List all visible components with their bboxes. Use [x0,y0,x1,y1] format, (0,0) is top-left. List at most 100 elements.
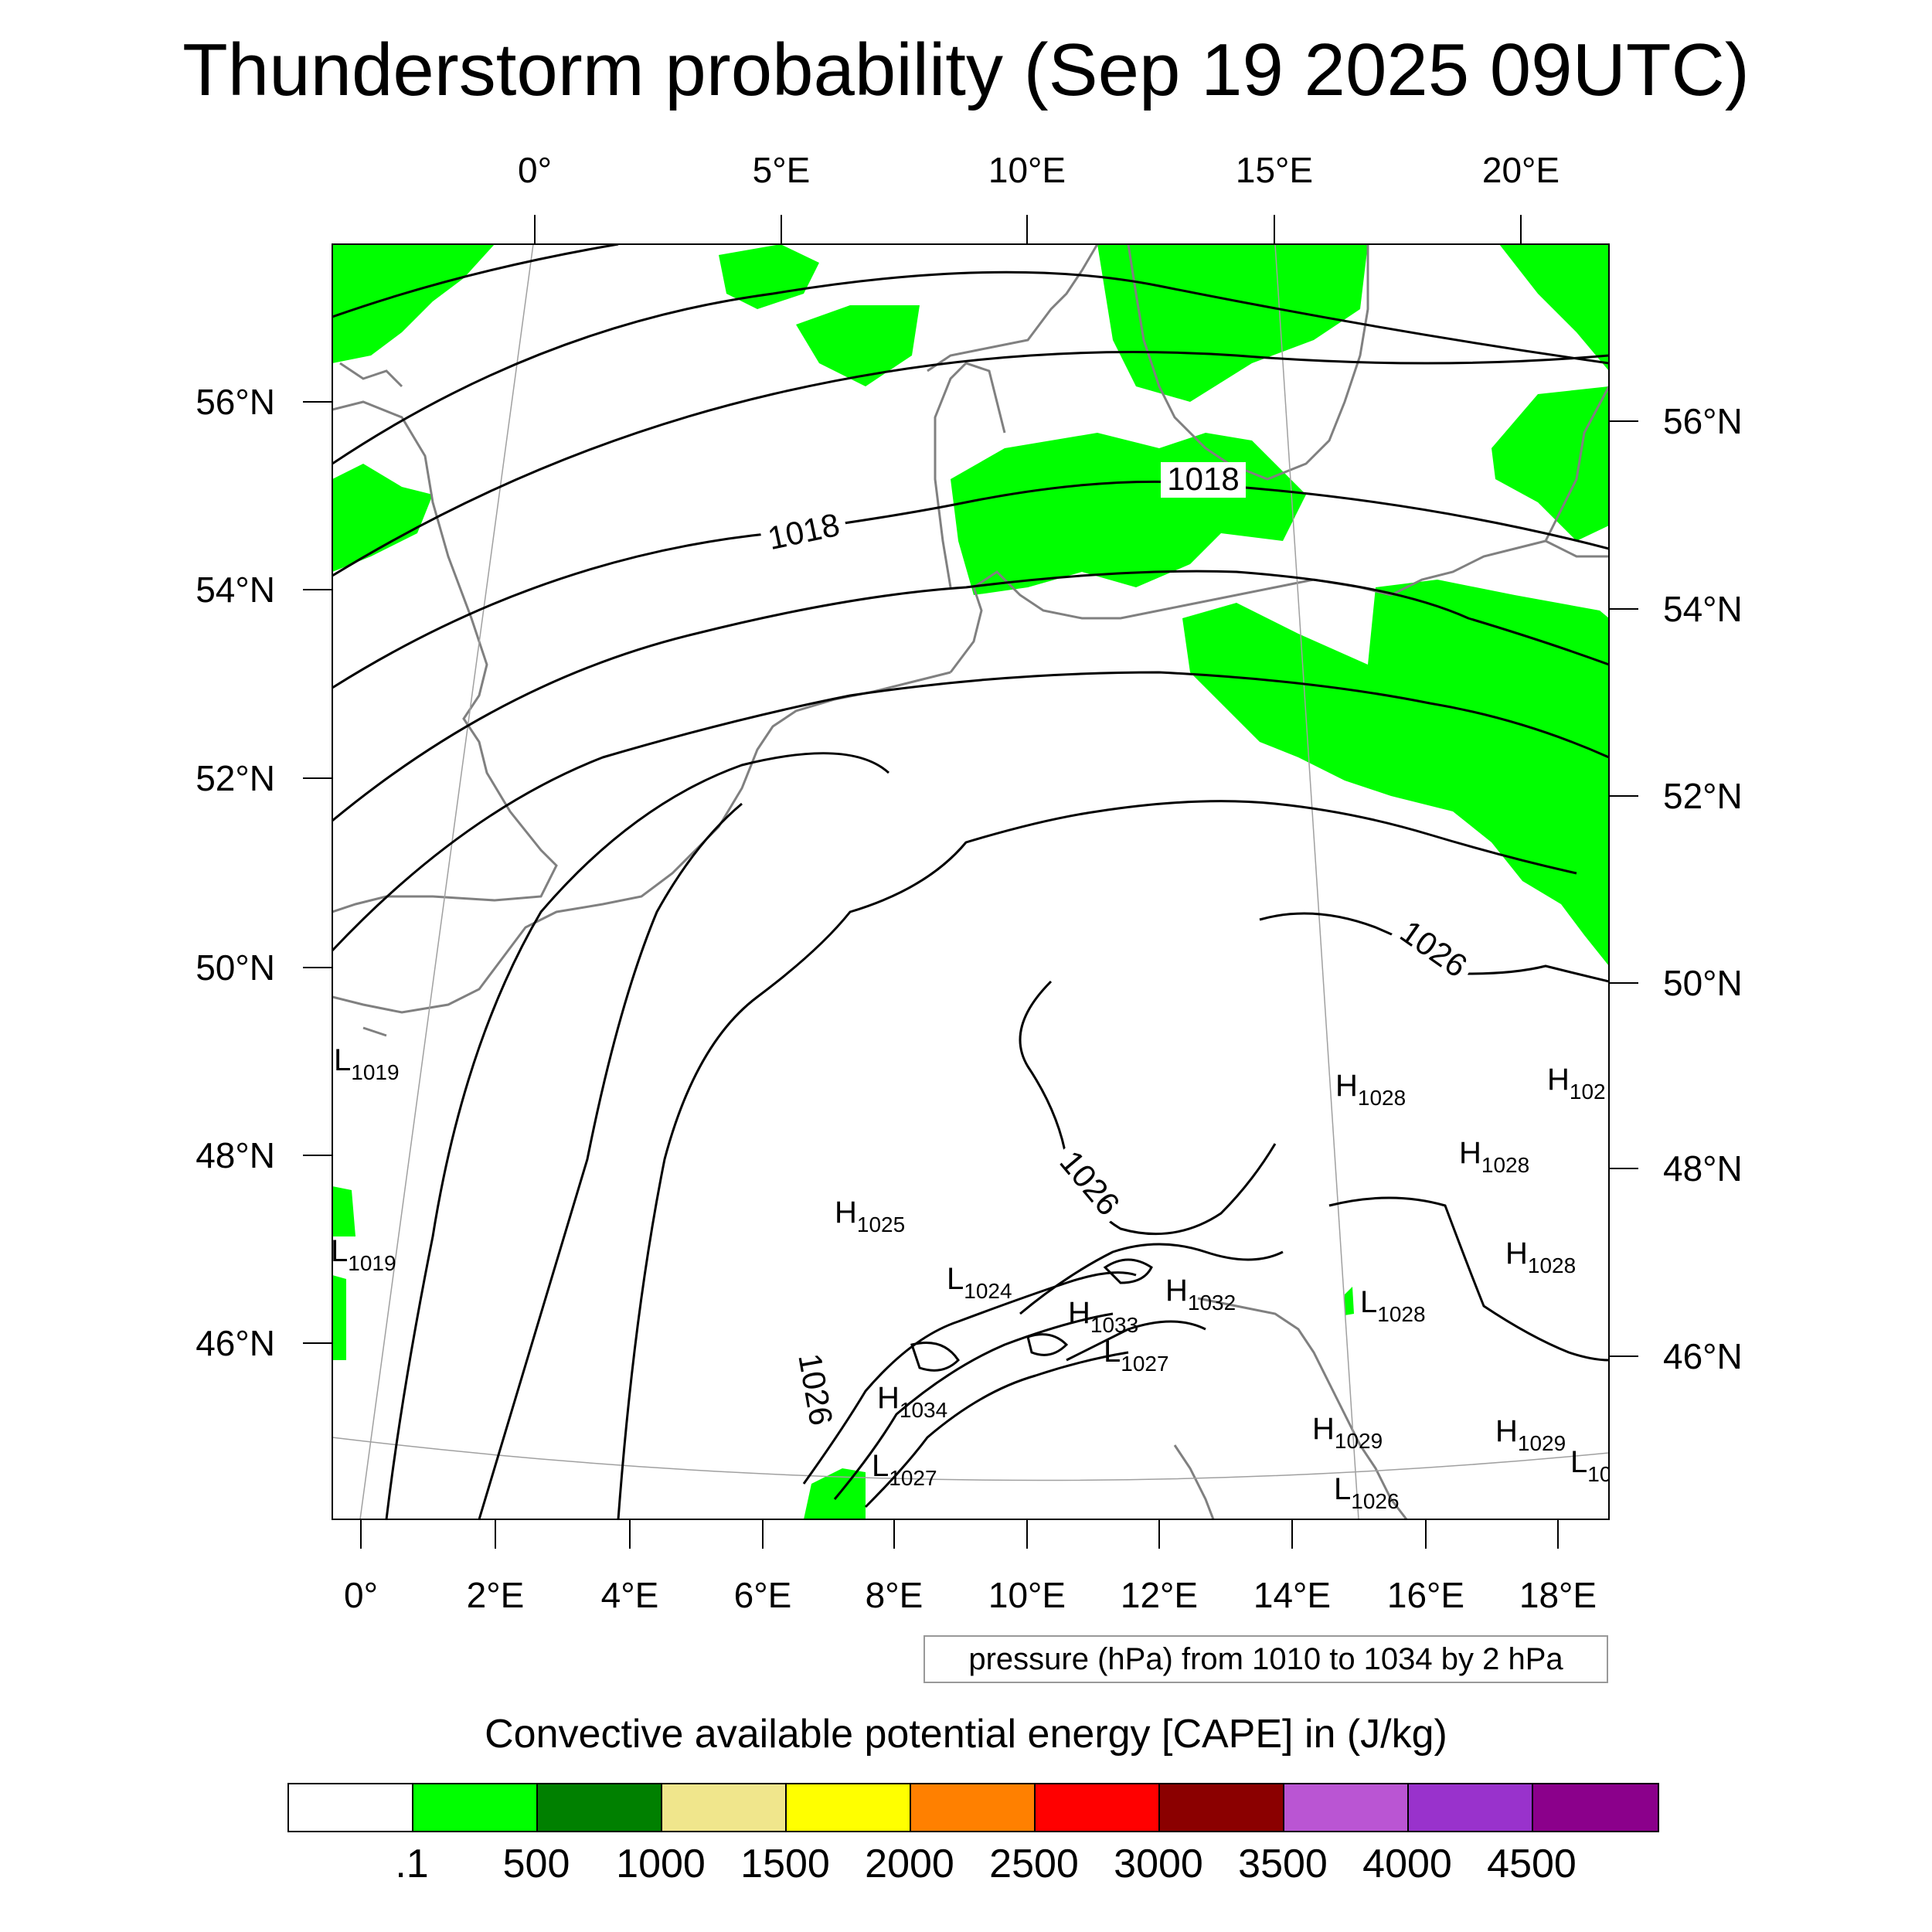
top-lon-label-0: 0° [518,150,552,190]
colorbar-box-0 [289,1784,413,1831]
coast-britain [332,400,558,913]
center-high-1028-b: H1028 [1459,1136,1529,1177]
coast-germany-north [949,570,1315,673]
bottom-lon-label-18e: 18°E [1519,1575,1597,1615]
coast-france-north [332,849,697,1014]
cape-area-sweden [1097,244,1368,402]
colorbar-tick-label: 1000 [616,1842,706,1886]
isobar-alps-closed-1 [1103,1258,1153,1284]
colorbar-box-7 [1160,1784,1284,1831]
graticule-lon-15e [1274,244,1359,1519]
bottom-lon-label-8e: 8°E [866,1575,923,1615]
pressure-info-box: pressure (hPa) from 1010 to 1034 by 2 hP… [923,1635,1608,1683]
center-high-1034: H1034 [877,1381,947,1422]
left-lat-label-52n: 52°N [196,758,275,798]
right-lat-axis: 56°N 54°N 52°N 50°N 48°N 46°N [1609,401,1743,1376]
isobar-alps-3 [864,1351,1129,1509]
isobar-1 [332,244,619,318]
colorbar-box-8 [1284,1784,1409,1831]
coast-baltic-states [1544,386,1609,542]
right-lat-label-48n: 48°N [1663,1148,1743,1189]
colorbar-tick-label: .1 [395,1842,429,1886]
colorbar-tick-label: 3500 [1238,1842,1328,1886]
map-frame [332,243,1610,1520]
cape-area-baltic-north [1499,244,1609,371]
center-high-1025: H1025 [835,1196,905,1236]
center-high-1033: H1033 [1068,1296,1138,1337]
top-lon-label-15e: 15°E [1236,150,1313,190]
center-low-1019-b: L1019 [331,1234,396,1275]
isobar-alps-4 [1019,1243,1284,1315]
graticule-lines [332,244,1609,1519]
right-lat-label-46n: 46°N [1663,1336,1743,1376]
colorbar-tick-label: 4000 [1362,1842,1452,1886]
coast-italy-north [1173,1444,1215,1519]
center-low-1019-a: L1019 [334,1043,400,1084]
right-lat-label-56n: 56°N [1663,401,1743,441]
right-lat-label-54n: 54°N [1663,589,1743,629]
top-lon-label-20e: 20°E [1482,150,1560,190]
left-lat-label-54n: 54°N [196,570,275,610]
bottom-lon-axis: 0° 2°E 4°E 6°E 8°E 10°E 12°E 14°E 16°E 1… [344,1519,1597,1615]
bottom-lon-label-12e: 12°E [1121,1575,1198,1615]
center-high-1029-a: H1029 [1312,1412,1383,1453]
isobar-east [1328,1196,1609,1362]
top-lon-label-5e: 5°E [753,150,811,190]
center-low-10: L10 [1570,1445,1611,1486]
coast-channel-islands [362,1026,387,1037]
right-lat-label-52n: 52°N [1663,776,1743,816]
isobar-4-1018 [332,480,1609,689]
isobar-5 [332,570,1609,822]
cape-area-north-sea [332,244,495,363]
isobar-2 [332,270,1609,465]
colorbar-box-2 [538,1784,662,1831]
colorbar-box-9 [1409,1784,1533,1831]
center-low-1027-b: L1027 [872,1449,937,1490]
center-low-1028: L1028 [1360,1285,1426,1326]
cape-area-norway-coast [796,305,920,386]
colorbar-tick-label: 4500 [1487,1842,1577,1886]
cape-area-west-edge [332,1186,355,1236]
coast-jutland [934,362,1006,588]
map-title: Thunderstorm probability (Sep 19 2025 09… [182,29,1750,111]
colorbar [287,1783,1659,1832]
colorbar-tick-label: 500 [502,1842,570,1886]
coast-adriatic [1197,1297,1408,1519]
bottom-lon-label-6e: 6°E [734,1575,792,1615]
top-lon-axis: 0° 5°E 10°E 15°E 20°E [518,150,1560,244]
isobar-alps-closed-3 [1026,1333,1069,1356]
isobars [332,244,1609,1519]
center-high-1029-b: H1029 [1495,1414,1566,1455]
graticule-lat-45n [332,1437,1609,1481]
colorbar-box-3 [662,1784,787,1831]
contour-label-1018-east: 1018 [1167,461,1239,497]
colorbar-tick-label: 2000 [865,1842,954,1886]
center-low-1024: L1024 [947,1262,1012,1303]
left-lat-label-50n: 50°N [196,947,275,988]
isobar-alps-1 [802,1271,1137,1485]
colorbar-tick-label: 2500 [989,1842,1079,1886]
cape-area-west-edge-2 [332,1275,346,1360]
left-lat-label-46n: 46°N [196,1323,275,1363]
colorbar-box-1 [413,1784,538,1831]
isobar-3 [332,351,1609,577]
bottom-lon-label-0: 0° [344,1575,378,1615]
center-high-1032: H1032 [1165,1274,1236,1315]
center-high-1028-c: H1028 [1505,1236,1576,1277]
center-high-102: H102 [1547,1063,1606,1104]
bottom-lon-label-10e: 10°E [988,1575,1066,1615]
cape-area-poland [1182,580,1609,966]
cape-area-skagerrak [719,244,819,309]
isobar-1026-a [617,800,1577,1519]
isobar-8 [478,802,743,1519]
colorbar-box-5 [911,1784,1036,1831]
center-low-1026: L1026 [1334,1472,1400,1513]
colorbar-box-4 [787,1784,911,1831]
left-lat-label-56n: 56°N [196,382,275,422]
center-low-1027-a: L1027 [1104,1335,1169,1376]
bottom-lon-label-14e: 14°E [1253,1575,1331,1615]
isobar-6 [332,671,1609,952]
top-lon-label-10e: 10°E [988,150,1066,190]
cape-area-scotland [332,464,433,572]
